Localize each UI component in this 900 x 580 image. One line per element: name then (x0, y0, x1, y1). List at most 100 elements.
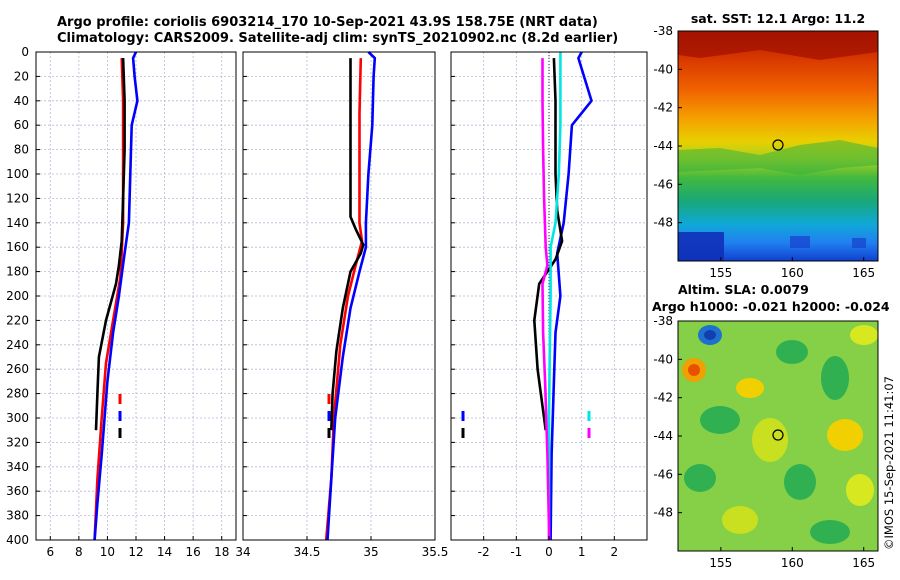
y-tick-label: 280 (6, 387, 29, 401)
x-tick-label: 1 (578, 545, 586, 559)
y-tick-label: 300 (6, 411, 29, 425)
sla-blob (684, 464, 716, 492)
sla-blob (846, 474, 874, 506)
x-tick-label: 18 (214, 545, 229, 559)
map-x-tick-label: 165 (852, 556, 875, 570)
y-tick-label: 220 (6, 313, 29, 327)
map-x-tick-label: 160 (781, 556, 804, 570)
y-tick-label: 360 (6, 484, 29, 498)
sst-map-patches (678, 31, 878, 261)
series-line (93, 51, 139, 541)
y-tick-label: 60 (14, 118, 29, 132)
map-y-tick-label: -46 (653, 177, 673, 191)
series-line (541, 58, 551, 540)
x-tick-label: 10 (100, 545, 115, 559)
sst-cold-patch (678, 232, 724, 261)
sst-warm-patch (678, 31, 878, 60)
sla-map-title-1: Altim. SLA: 0.0079 (678, 282, 809, 297)
x-tick-label: 16 (186, 545, 201, 559)
map-y-tick-label: -38 (653, 24, 673, 38)
sla-blob (688, 364, 700, 376)
sla-blob (827, 419, 863, 451)
sla-argo-marker (772, 429, 784, 441)
salinity-panel: 34 34.5 35 35.5 (235, 51, 449, 559)
map-y-tick-label: -40 (653, 62, 673, 76)
map-y-tick-label: -48 (653, 506, 673, 520)
temperature-panel: 6 8 10 12 14 16 180204060801001201401601802002… (6, 45, 237, 559)
sla-map-title-2: Argo h1000: -0.021 h2000: -0.024 (652, 299, 890, 314)
x-tick-label: 35.5 (422, 545, 449, 559)
sla-map: 155 160 165 -38 -40 -42 -44 -46 -48 (653, 314, 879, 570)
y-tick-label: 80 (14, 143, 29, 157)
sst-argo-marker (772, 139, 784, 151)
sla-blob (784, 464, 816, 500)
x-tick-label: 34 (235, 545, 250, 559)
x-tick-label: 35 (363, 545, 378, 559)
y-tick-label: 180 (6, 265, 29, 279)
title-line-2: Climatology: CARS2009. Satellite-adj cli… (57, 31, 619, 46)
y-tick-label: 320 (6, 435, 29, 449)
map-x-tick-label: 165 (852, 266, 875, 280)
y-tick-label: 140 (6, 216, 29, 230)
sst-map-axes: 155 160 165 -38 -40 -42 -44 -46 -48 (653, 24, 875, 280)
x-tick-label: 2 (611, 545, 619, 559)
y-tick-label: 160 (6, 240, 29, 254)
y-tick-label: 260 (6, 362, 29, 376)
map-y-tick-label: -42 (653, 101, 673, 115)
sla-blob (704, 330, 716, 340)
credit-text: ©IMOS 15-Sep-2021 11:41:07 (882, 376, 896, 550)
y-tick-label: 0 (21, 45, 29, 59)
sla-blob (722, 506, 758, 534)
sla-blob (752, 418, 788, 462)
title-line-1: Argo profile: coriolis 6903214_170 10-Se… (57, 15, 598, 30)
series-line (326, 51, 377, 541)
sla-blob (736, 378, 764, 398)
y-tick-label: 380 (6, 509, 29, 523)
map-y-tick-label: -44 (653, 429, 673, 443)
map-y-tick-label: -44 (653, 139, 673, 153)
credit-stamp: ©IMOS 15-Sep-2021 11:41:07 (882, 376, 896, 550)
map-y-tick-label: -42 (653, 391, 673, 405)
sla-blob (821, 356, 849, 400)
series-line (533, 58, 564, 431)
series-line (94, 58, 126, 431)
series-line (330, 58, 365, 431)
y-tick-label: 240 (6, 338, 29, 352)
sla-map-axes: 155 160 165 -38 -40 -42 -44 -46 -48 (653, 314, 875, 570)
y-tick-label: 340 (6, 460, 29, 474)
map-y-tick-label: -40 (653, 352, 673, 366)
x-tick-label: 0 (545, 545, 553, 559)
sst-map-title: sat. SST: 12.1 Argo: 11.2 (691, 11, 865, 26)
sla-blob (810, 520, 850, 544)
y-tick-label: 120 (6, 191, 29, 205)
map-x-tick-label: 155 (709, 556, 732, 570)
y-tick-label: 20 (14, 69, 29, 83)
sla-blob (776, 340, 808, 364)
difference-panel: -2 -1 0 1 2 (450, 51, 648, 559)
map-y-tick-label: -46 (653, 467, 673, 481)
y-tick-label: 40 (14, 94, 29, 108)
x-tick-label: 6 (46, 545, 54, 559)
map-x-tick-label: 160 (781, 266, 804, 280)
sla-blob (700, 406, 740, 434)
sla-blob (850, 325, 878, 345)
sst-cold-patch-2 (790, 236, 810, 248)
sla-map-blobs (682, 325, 878, 544)
y-tick-label: 400 (6, 533, 29, 547)
sst-map: 155 160 165 -38 -40 -42 -44 -46 -48 (653, 24, 879, 280)
sst-front (678, 140, 878, 175)
x-tick-label: 34.5 (294, 545, 321, 559)
x-tick-label: 14 (157, 545, 172, 559)
map-y-tick-label: -48 (653, 216, 673, 230)
x-tick-label: 8 (75, 545, 83, 559)
x-tick-label: -1 (510, 545, 522, 559)
x-tick-label: 12 (128, 545, 143, 559)
map-x-tick-label: 155 (709, 266, 732, 280)
y-tick-label: 100 (6, 167, 29, 181)
series-line (547, 52, 562, 540)
sst-cold-patch-3 (852, 238, 866, 248)
map-y-tick-label: -38 (653, 314, 673, 328)
y-tick-label: 200 (6, 289, 29, 303)
x-tick-label: -2 (478, 545, 490, 559)
